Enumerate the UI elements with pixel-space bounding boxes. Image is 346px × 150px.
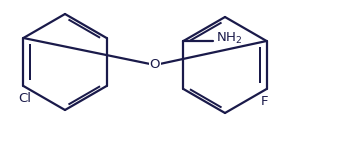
Text: O: O [150, 58, 160, 72]
Text: NH$_2$: NH$_2$ [216, 31, 242, 46]
Text: Cl: Cl [19, 92, 32, 105]
Text: F: F [261, 95, 268, 108]
